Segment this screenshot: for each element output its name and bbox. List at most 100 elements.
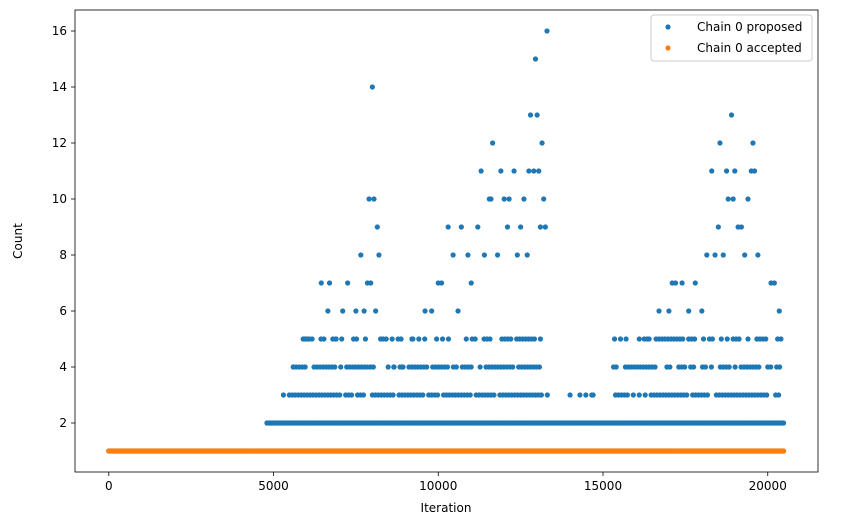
legend: Chain 0 proposed Chain 0 accepted — [650, 14, 813, 62]
proposed-point — [534, 112, 540, 118]
proposed-point — [745, 336, 751, 342]
proposed-point — [583, 392, 589, 398]
proposed-point — [340, 308, 346, 314]
proposed-point — [712, 252, 718, 258]
proposed-point — [424, 364, 430, 370]
proposed-point — [527, 112, 534, 118]
proposed-point — [717, 140, 723, 146]
proposed-point — [536, 364, 543, 370]
proposed-point — [742, 252, 748, 258]
proposed-point — [371, 196, 377, 202]
proposed-point — [511, 168, 517, 174]
proposed-point — [702, 364, 709, 370]
proposed-point — [434, 336, 440, 342]
proposed-point — [416, 336, 422, 342]
proposed-point — [700, 336, 707, 342]
x-axis: 0 5000 10000 15000 20000 — [105, 472, 787, 493]
proposed-point — [755, 252, 761, 258]
proposed-point — [692, 336, 698, 342]
y-tick-label: 12 — [52, 136, 67, 150]
proposed-point — [481, 252, 487, 258]
proposed-point — [667, 364, 673, 370]
proposed-point — [544, 392, 550, 398]
proposed-point — [280, 392, 286, 398]
proposed-point — [305, 336, 311, 342]
proposed-point — [302, 364, 308, 370]
x-tick-label: 15000 — [584, 479, 622, 493]
proposed-point — [445, 224, 451, 230]
proposed-point — [420, 392, 426, 398]
proposed-point — [764, 392, 770, 398]
proposed-point — [518, 224, 524, 230]
points-layer — [106, 28, 787, 454]
proposed-point — [642, 392, 648, 398]
y-tick-label: 14 — [52, 80, 67, 94]
proposed-point — [699, 308, 705, 314]
proposed-point — [368, 280, 374, 286]
proposed-point — [374, 224, 380, 230]
y-axis-label: Count — [11, 223, 25, 259]
proposed-point — [358, 252, 364, 258]
proposed-point — [422, 336, 428, 342]
x-tick-label: 10000 — [419, 479, 457, 493]
proposed-point — [508, 336, 514, 342]
proposed-point — [524, 252, 530, 258]
proposed-point — [455, 308, 461, 314]
proposed-point — [453, 364, 459, 370]
proposed-point — [656, 308, 662, 314]
proposed-point — [450, 252, 456, 258]
proposed-point — [490, 140, 496, 146]
y-axis: 2 4 6 8 10 12 14 16 — [52, 24, 75, 430]
legend-frame — [650, 14, 813, 62]
proposed-point — [718, 336, 724, 342]
proposed-point — [709, 168, 715, 174]
proposed-point — [290, 364, 296, 370]
proposed-point — [736, 336, 742, 342]
proposed-point — [756, 364, 762, 370]
proposed-point — [778, 336, 784, 342]
proposed-point — [763, 336, 769, 342]
proposed-point — [353, 336, 360, 342]
proposed-point — [349, 392, 355, 398]
proposed-point — [514, 252, 520, 258]
proposed-point — [751, 168, 758, 174]
plot-area: 0 5000 10000 15000 20000 2 4 6 8 10 12 14 16 — [52, 9, 819, 493]
proposed-point — [776, 392, 782, 398]
proposed-point — [771, 280, 777, 286]
proposed-point — [362, 336, 369, 342]
proposed-point — [361, 308, 367, 314]
proposed-point — [333, 336, 339, 342]
proposed-point — [679, 280, 685, 286]
proposed-point — [536, 168, 542, 174]
proposed-point — [487, 336, 493, 342]
proposed-point — [318, 280, 324, 286]
proposed-point — [624, 392, 630, 398]
proposed-point — [732, 168, 738, 174]
proposed-point — [501, 196, 507, 202]
proposed-point — [682, 364, 688, 370]
proposed-point — [337, 392, 343, 398]
y-tick-label: 4 — [59, 360, 67, 374]
proposed-point — [725, 196, 731, 202]
proposed-point — [475, 224, 481, 230]
proposed-point — [309, 336, 315, 342]
proposed-point — [692, 280, 698, 286]
proposed-point — [672, 280, 679, 286]
proposed-point — [708, 364, 715, 370]
proposed-point — [378, 336, 384, 342]
proposed-point — [613, 364, 619, 370]
proposed-point — [684, 392, 690, 398]
proposed-point — [468, 280, 474, 286]
proposed-point — [780, 420, 787, 426]
plot-frame — [74, 9, 819, 473]
proposed-point — [498, 168, 504, 174]
proposed-point — [494, 252, 501, 258]
proposed-point — [704, 252, 710, 258]
proposed-point — [630, 392, 636, 398]
proposed-point — [435, 392, 441, 398]
proposed-point — [636, 392, 642, 398]
proposed-point — [590, 392, 596, 398]
proposed-point — [477, 364, 483, 370]
proposed-point — [577, 392, 583, 398]
